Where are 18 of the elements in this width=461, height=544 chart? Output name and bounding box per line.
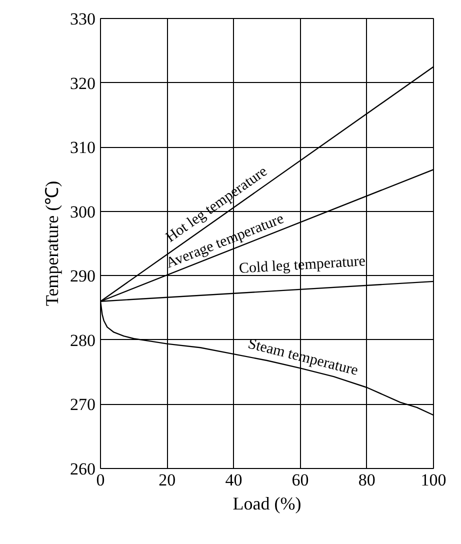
text: Steam temperature xyxy=(246,336,360,380)
x-tick-label: 80 xyxy=(358,470,376,490)
y-tick-label: 300 xyxy=(70,202,96,222)
x-tick-label: 100 xyxy=(420,470,446,490)
series-label: Cold leg temperature xyxy=(238,253,366,278)
y-tick-label: 290 xyxy=(70,266,96,286)
x-tick-label: 0 xyxy=(96,470,105,490)
y-tick-label: 260 xyxy=(70,460,96,478)
y-tick-label: 320 xyxy=(70,74,96,93)
y-axis-title: Temperature (℃) xyxy=(42,180,62,306)
y-tick-label: 330 xyxy=(70,10,96,28)
y-tick-label: 270 xyxy=(70,395,96,414)
x-tick-label: 60 xyxy=(292,470,309,490)
y-tick-label: 310 xyxy=(70,138,96,158)
y-tick-label: 280 xyxy=(70,330,96,350)
x-tick-label: 20 xyxy=(158,470,176,490)
x-tick-label: 40 xyxy=(225,470,242,490)
x-axis-title: Load (%) xyxy=(232,494,302,514)
